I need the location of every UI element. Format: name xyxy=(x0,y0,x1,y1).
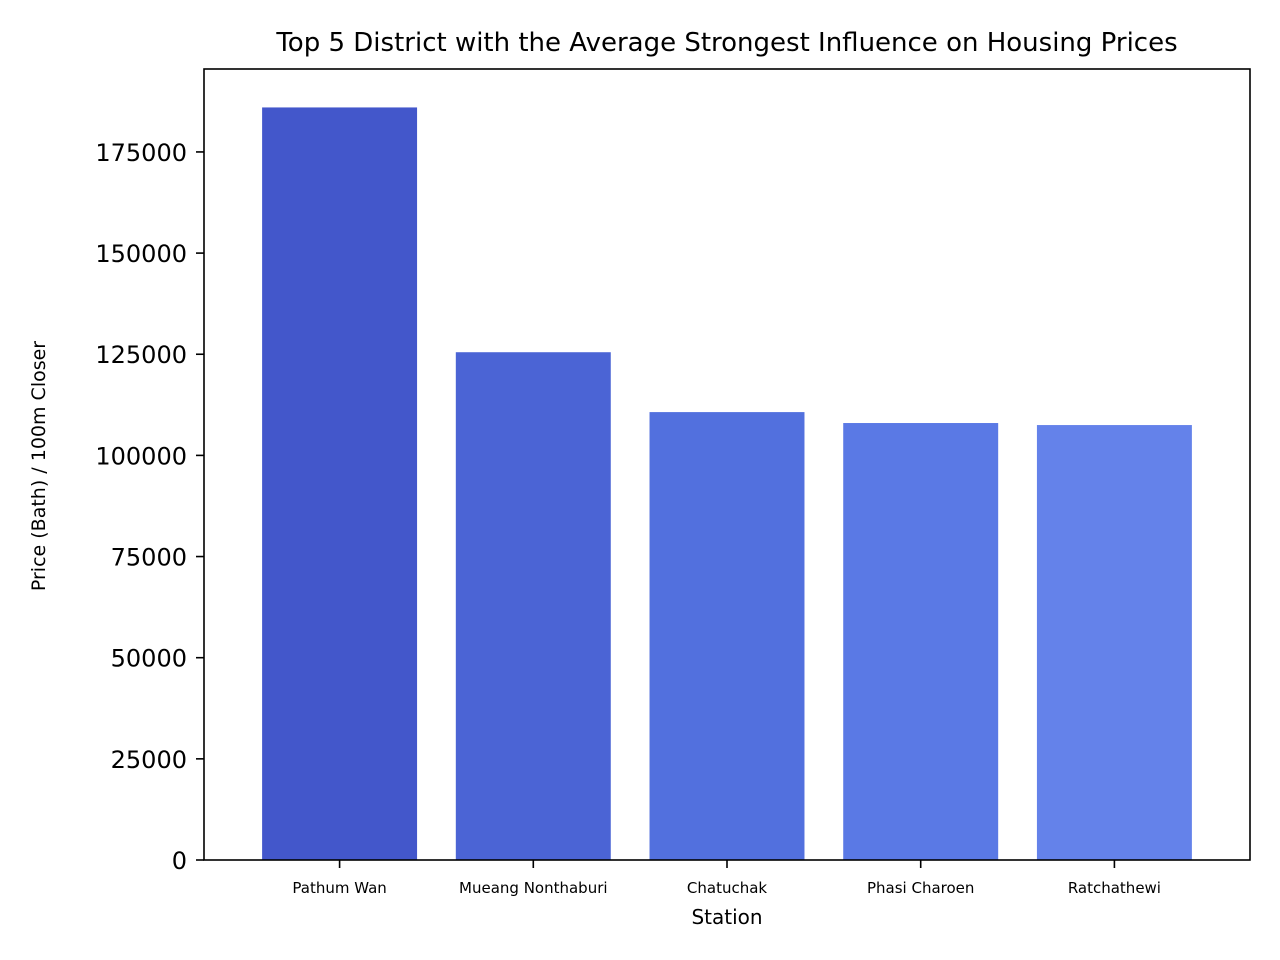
y-tick-label: 150000 xyxy=(95,240,187,268)
bar-mueang-nonthaburi xyxy=(455,352,611,860)
y-tick-label: 25000 xyxy=(111,746,187,774)
x-tick-label: Ratchathewi xyxy=(1068,879,1161,897)
x-tick-label: Chatuchak xyxy=(687,879,768,897)
y-tick-label: 0 xyxy=(172,847,187,875)
x-axis: Pathum Wan Mueang Nonthaburi Chatuchak Phas… xyxy=(292,860,1161,897)
bar-chatuchak xyxy=(649,412,805,860)
bars-group xyxy=(262,107,1192,860)
y-tick-label: 75000 xyxy=(111,544,187,572)
x-tick-label: Pathum Wan xyxy=(292,879,386,897)
x-axis-title: Station xyxy=(691,905,762,929)
bar-ratchathewi xyxy=(1036,425,1192,860)
y-tick-label: 175000 xyxy=(95,139,187,167)
y-axis: 0 25000 50000 75000 100000 125000 150000 175000 xyxy=(95,139,204,875)
chart-title: Top 5 District with the Average Stronges… xyxy=(275,28,1177,58)
y-tick-label: 125000 xyxy=(95,341,187,369)
x-tick-label: Mueang Nonthaburi xyxy=(459,879,608,897)
x-tick-label: Phasi Charoen xyxy=(867,879,974,897)
bar-phasi-charoen xyxy=(843,423,999,860)
y-tick-label: 50000 xyxy=(111,645,187,673)
plot-frame xyxy=(203,68,1251,861)
y-axis-title: Price (Bath) / 100m Closer xyxy=(28,341,50,591)
y-tick-label: 100000 xyxy=(95,442,187,470)
bar-pathum-wan xyxy=(262,107,418,860)
